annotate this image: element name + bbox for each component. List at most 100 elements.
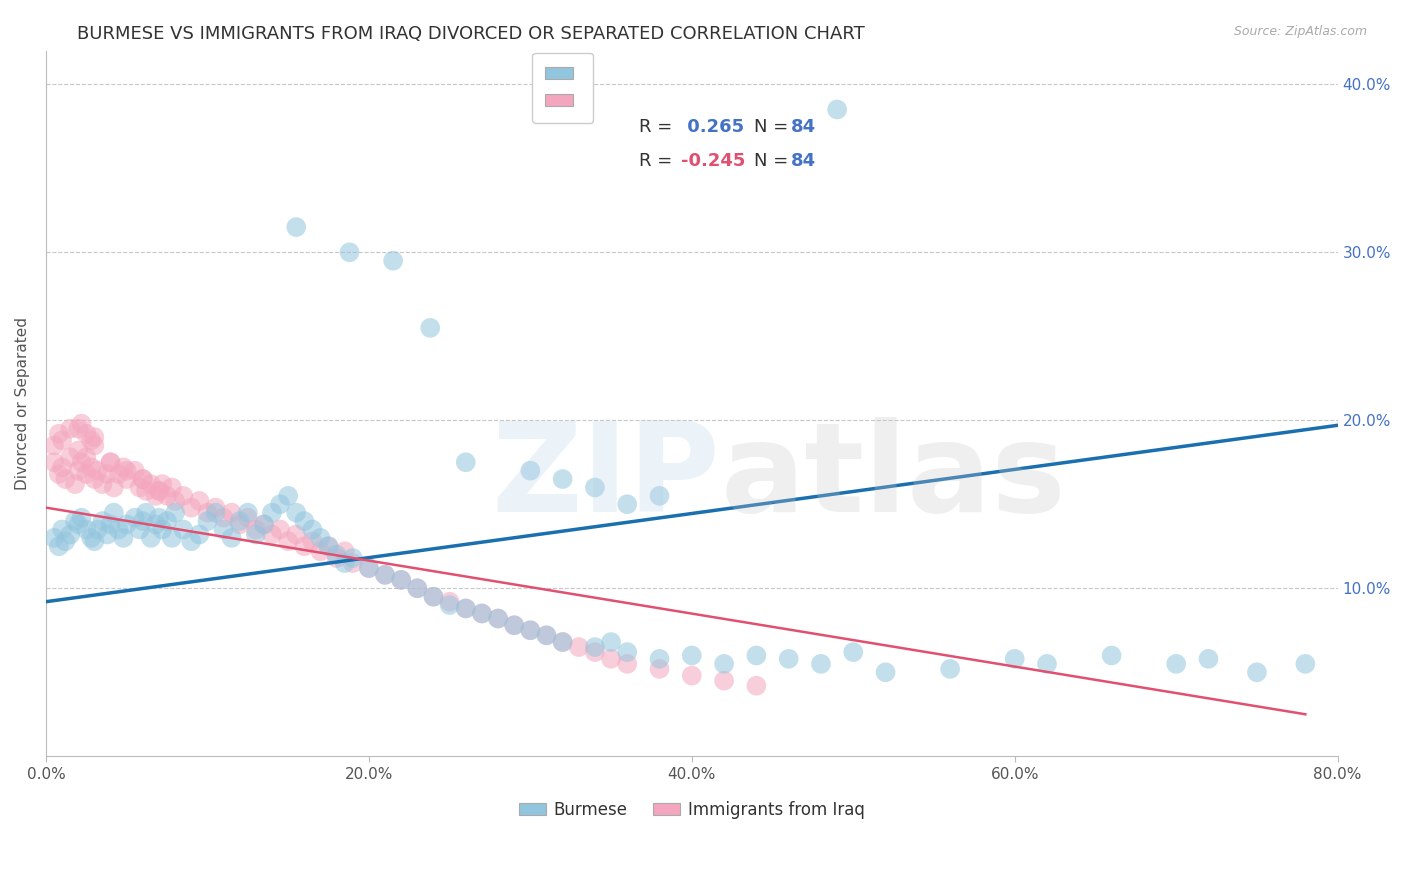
Point — [422, 590, 444, 604]
Point — [713, 673, 735, 688]
Point — [285, 220, 308, 235]
Point — [342, 556, 364, 570]
Point — [148, 483, 170, 498]
Point — [145, 517, 167, 532]
Point — [107, 523, 129, 537]
Point — [83, 430, 105, 444]
Point — [204, 500, 226, 515]
Point — [1246, 665, 1268, 680]
Point — [600, 635, 623, 649]
Point — [165, 494, 187, 508]
Point — [70, 417, 93, 431]
Point — [568, 640, 591, 654]
Point — [148, 510, 170, 524]
Text: ZIP: ZIP — [492, 417, 720, 539]
Point — [1036, 657, 1059, 671]
Point — [583, 640, 606, 654]
Point — [75, 467, 97, 481]
Point — [86, 464, 108, 478]
Point — [59, 450, 82, 465]
Point — [503, 618, 526, 632]
Point — [292, 539, 315, 553]
Point — [188, 494, 211, 508]
Point — [160, 480, 183, 494]
Point — [374, 567, 396, 582]
Point — [156, 514, 179, 528]
Point — [53, 534, 76, 549]
Point — [454, 601, 477, 615]
Point — [236, 510, 259, 524]
Point — [70, 510, 93, 524]
Point — [67, 464, 90, 478]
Point — [486, 611, 509, 625]
Point — [406, 581, 429, 595]
Point — [519, 464, 541, 478]
Point — [339, 245, 361, 260]
Point — [70, 455, 93, 469]
Point — [285, 506, 308, 520]
Point — [42, 531, 65, 545]
Point — [713, 657, 735, 671]
Point — [374, 567, 396, 582]
Point — [1166, 657, 1188, 671]
Point — [103, 506, 125, 520]
Point — [600, 652, 623, 666]
Point — [269, 497, 291, 511]
Point — [132, 472, 155, 486]
Point — [292, 514, 315, 528]
Point — [681, 668, 703, 682]
Point — [48, 426, 70, 441]
Point — [648, 662, 671, 676]
Point — [80, 460, 103, 475]
Point — [150, 523, 173, 537]
Point — [75, 450, 97, 465]
Point — [745, 679, 768, 693]
Point — [439, 595, 461, 609]
Point — [616, 497, 638, 511]
Point — [269, 523, 291, 537]
Point — [83, 534, 105, 549]
Point — [80, 434, 103, 448]
Point — [357, 561, 380, 575]
Text: BURMESE VS IMMIGRANTS FROM IRAQ DIVORCED OR SEPARATED CORRELATION CHART: BURMESE VS IMMIGRANTS FROM IRAQ DIVORCED… — [77, 25, 865, 43]
Point — [59, 527, 82, 541]
Point — [301, 523, 323, 537]
Point — [180, 534, 202, 549]
Point — [228, 514, 250, 528]
Point — [115, 464, 138, 478]
Point — [825, 103, 848, 117]
Point — [83, 438, 105, 452]
Point — [188, 527, 211, 541]
Point — [165, 506, 187, 520]
Point — [536, 628, 558, 642]
Point — [42, 455, 65, 469]
Point — [228, 517, 250, 532]
Point — [583, 480, 606, 494]
Point — [875, 665, 897, 680]
Text: R =: R = — [638, 119, 678, 136]
Point — [91, 477, 114, 491]
Point — [160, 531, 183, 545]
Point — [325, 551, 347, 566]
Text: 0.265: 0.265 — [681, 119, 744, 136]
Point — [100, 517, 122, 532]
Point — [486, 611, 509, 625]
Point — [197, 514, 219, 528]
Point — [778, 652, 800, 666]
Point — [128, 523, 150, 537]
Point — [96, 467, 118, 481]
Point — [42, 438, 65, 452]
Point — [745, 648, 768, 663]
Point — [212, 523, 235, 537]
Point — [150, 477, 173, 491]
Point — [1004, 652, 1026, 666]
Point — [48, 467, 70, 481]
Point — [96, 527, 118, 541]
Point — [260, 506, 283, 520]
Point — [51, 434, 73, 448]
Point — [124, 464, 146, 478]
Legend: Burmese, Immigrants from Iraq: Burmese, Immigrants from Iraq — [512, 794, 872, 825]
Point — [309, 544, 332, 558]
Point — [112, 460, 135, 475]
Point — [342, 551, 364, 566]
